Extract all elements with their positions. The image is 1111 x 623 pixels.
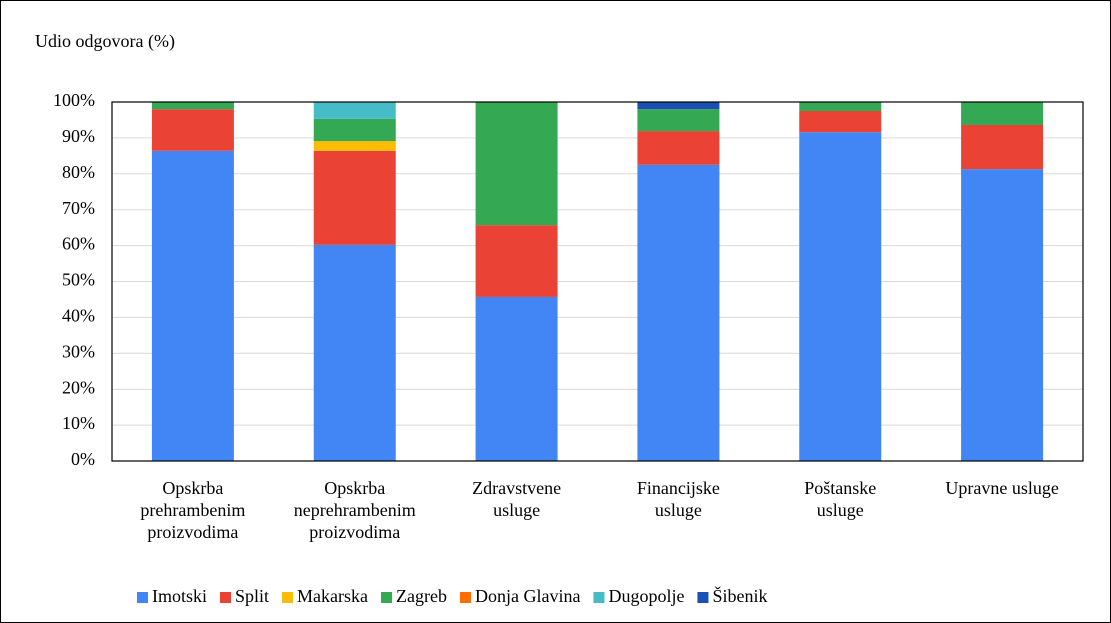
y-tick-label: 0% xyxy=(71,449,95,469)
x-tick-label: Opskrba prehrambenim proizvodima xyxy=(140,478,245,542)
legend-swatch xyxy=(137,592,148,603)
y-tick-label: 40% xyxy=(62,306,95,326)
legend-label: Šibenik xyxy=(712,585,767,606)
legend-label: Imotski xyxy=(152,586,207,606)
y-tick-label: 60% xyxy=(62,234,95,254)
bar-segment xyxy=(151,150,234,461)
legend-label: Zagreb xyxy=(396,586,447,606)
legend-swatch xyxy=(381,592,393,603)
legend-label: Dugopolje xyxy=(608,586,684,606)
bar-segment xyxy=(637,109,720,132)
legend-swatch xyxy=(697,592,709,603)
bar-segment xyxy=(475,102,558,226)
bar-segment xyxy=(961,102,1044,125)
x-tick-label: Upravne usluge xyxy=(945,478,1058,498)
legend-swatch xyxy=(593,592,605,603)
y-tick-label: 10% xyxy=(62,413,95,433)
bar-segment xyxy=(313,150,396,245)
y-tick-label: 50% xyxy=(62,270,95,290)
bar-segment xyxy=(961,169,1044,461)
x-tick-label: Poštanske usluge xyxy=(804,478,876,520)
legend-swatch xyxy=(282,592,294,603)
bar-segment xyxy=(313,244,396,461)
y-tick-label: 20% xyxy=(62,377,95,397)
bar-segment xyxy=(961,124,1044,170)
y-tick-label: 100% xyxy=(53,90,95,110)
bar-segment xyxy=(313,141,396,151)
bar-segment xyxy=(313,102,396,119)
bar-segment xyxy=(313,118,396,142)
bar-segment xyxy=(799,102,882,111)
legend-label: Makarska xyxy=(297,586,368,606)
x-tick-label: Financijske usluge xyxy=(637,478,720,520)
legend-label: Split xyxy=(235,586,269,606)
y-tick-label: 90% xyxy=(62,126,95,146)
axis-title: Udio odgovora (%) xyxy=(35,31,175,52)
bar-segment xyxy=(799,132,882,461)
legend-label: Donja Glavina xyxy=(475,586,580,606)
bar-segment xyxy=(637,164,720,461)
legend-swatch xyxy=(220,592,232,603)
x-tick-label: Zdravstvene usluge xyxy=(472,478,561,520)
legend-swatch xyxy=(459,592,471,603)
bar-segment xyxy=(475,225,558,297)
y-tick-label: 70% xyxy=(62,198,95,218)
x-tick-label: Opskrba neprehrambenim proizvodima xyxy=(294,478,416,542)
y-tick-label: 30% xyxy=(62,341,95,361)
bar-segment xyxy=(151,109,234,151)
bar-segment xyxy=(637,131,720,165)
plot-border xyxy=(111,101,1084,462)
bar-segment xyxy=(799,110,882,133)
bar-segment xyxy=(637,102,720,110)
bar-segment xyxy=(151,102,234,110)
bar-segment xyxy=(475,296,558,461)
y-tick-label: 80% xyxy=(62,162,95,182)
